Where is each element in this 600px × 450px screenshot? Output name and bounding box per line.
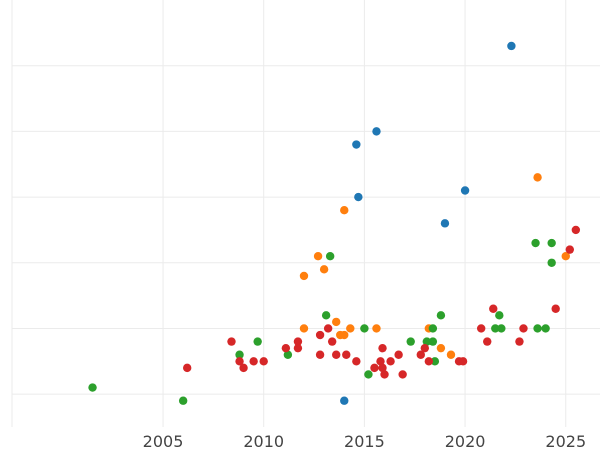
- data-point: [394, 350, 403, 359]
- data-point: [321, 311, 331, 320]
- data-point: [378, 343, 387, 353]
- data-point: [430, 357, 440, 366]
- data-point: [416, 350, 425, 359]
- data-point: [495, 311, 504, 320]
- x-tick-label: 2010: [243, 432, 284, 450]
- data-point: [364, 370, 373, 379]
- data-point: [354, 192, 363, 202]
- data-point: [533, 173, 542, 182]
- data-point: [406, 337, 415, 346]
- data-point: [360, 324, 369, 333]
- data-point: [315, 330, 325, 340]
- data-point: [259, 357, 268, 366]
- data-point: [293, 343, 303, 353]
- data-point: [497, 324, 506, 333]
- x-tick-label: 2020: [445, 432, 486, 450]
- data-point: [547, 258, 556, 267]
- data-point: [436, 343, 446, 353]
- data-point: [561, 252, 570, 261]
- data-point: [491, 324, 500, 333]
- data-point: [446, 350, 456, 359]
- data-point: [460, 186, 470, 195]
- data-point: [281, 343, 291, 353]
- x-tick-label: 2015: [344, 432, 385, 450]
- data-point: [458, 357, 468, 366]
- data-point: [342, 350, 351, 359]
- data-point: [249, 357, 258, 366]
- data-point: [565, 245, 574, 254]
- data-point: [239, 363, 248, 373]
- data-point: [533, 324, 542, 333]
- data-point: [299, 324, 309, 333]
- x-tick-label: 2025: [545, 432, 586, 450]
- x-tick-labels: 2005 2010 2015 2020 2025: [143, 432, 586, 450]
- data-point: [315, 350, 325, 359]
- data-point: [299, 271, 309, 281]
- data-point: [293, 337, 303, 346]
- data-point: [227, 337, 236, 346]
- data-point: [420, 343, 430, 353]
- grid-layer: [11, 0, 600, 427]
- data-point: [428, 324, 438, 333]
- data-point: [422, 337, 432, 346]
- data-point: [88, 383, 97, 392]
- data-point: [283, 350, 293, 359]
- data-point: [380, 370, 389, 379]
- data-point: [178, 396, 188, 405]
- data-point: [378, 363, 387, 373]
- data-point: [531, 238, 540, 248]
- data-point: [515, 337, 524, 346]
- data-point: [332, 317, 341, 327]
- data-point: [483, 337, 492, 346]
- data-point: [519, 324, 528, 333]
- data-point: [372, 127, 381, 136]
- data-point: [352, 140, 361, 149]
- data-point: [253, 337, 262, 346]
- data-point: [376, 357, 385, 366]
- data-point: [386, 357, 395, 366]
- data-point: [346, 324, 355, 333]
- data-point: [551, 304, 560, 313]
- data-point: [398, 370, 407, 379]
- data-point: [547, 238, 556, 248]
- data-point: [436, 311, 446, 320]
- data-point: [182, 363, 192, 373]
- data-point: [440, 219, 450, 228]
- data-point: [372, 324, 381, 333]
- data-point: [507, 41, 516, 51]
- data-point: [424, 357, 434, 366]
- data-point: [340, 330, 349, 340]
- data-point: [313, 252, 323, 261]
- data-points: [88, 41, 581, 405]
- data-point: [489, 304, 498, 313]
- data-point: [323, 324, 333, 333]
- data-point: [340, 396, 349, 405]
- data-point: [571, 225, 581, 235]
- data-point: [428, 337, 438, 346]
- data-point: [352, 357, 361, 366]
- data-point: [235, 350, 244, 359]
- data-point: [325, 252, 335, 261]
- data-point: [340, 206, 349, 215]
- data-point: [332, 350, 341, 359]
- data-point: [235, 357, 244, 366]
- x-tick-label: 2005: [143, 432, 184, 450]
- data-point: [319, 265, 329, 274]
- data-point: [370, 363, 379, 373]
- data-point: [541, 324, 550, 333]
- data-point: [327, 337, 337, 346]
- data-point: [476, 324, 486, 333]
